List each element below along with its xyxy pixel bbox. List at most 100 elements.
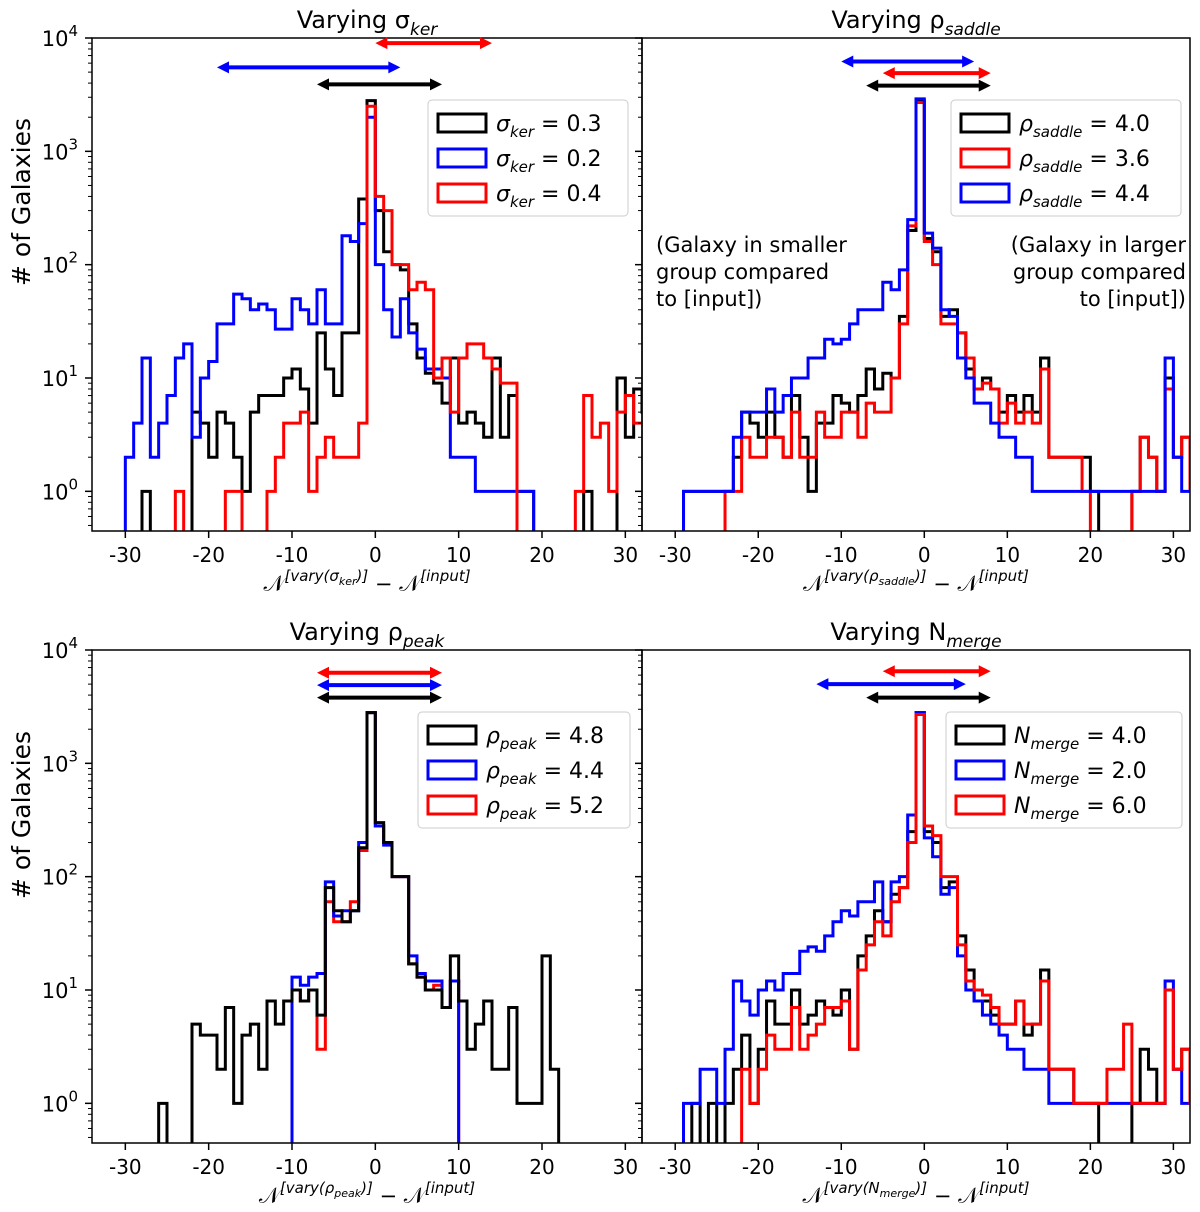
y-tick-base: 10 [42,140,69,164]
x-tick-label: -10 [825,1155,858,1179]
legend-swatch [959,147,1011,169]
panel-title-part: ρ [388,618,403,646]
x-tick-label: 30 [1161,543,1186,567]
range-arrow-head-right [978,67,991,80]
panel-title-part: saddle [945,20,1001,40]
legend-value: = 4.8 [537,724,604,749]
x-axis-label-part: peak [333,1187,361,1200]
legend-subscript: merge [1030,735,1079,753]
legend-swatch [954,724,1006,746]
legend-value: = 4.4 [537,759,604,784]
x-tick-label: 20 [529,1155,554,1179]
x-tick-label: -20 [192,543,225,567]
x-tick-label: -30 [659,1155,692,1179]
legend-value: = 0.4 [534,182,601,207]
range-arrow-head-left [866,79,879,92]
legend-value: = 2.0 [1079,759,1146,784]
x-tick-label: -30 [109,1155,142,1179]
legend-symbol: N [1014,724,1030,749]
y-tick-base: 10 [42,254,69,278]
x-axis-label-part: merge [880,1187,916,1200]
legend-subscript: peak [499,770,538,788]
legend-value: = 5.2 [537,794,604,819]
x-axis-label-part: 𝒩 [803,1184,827,1209]
x-axis-label-part: 𝒩 [958,1184,982,1209]
legend-swatch [954,759,1006,781]
range-arrow [816,678,966,691]
legend-subscript: saddle [1033,158,1082,176]
range-arrow-head-right [962,55,975,68]
range-arrow-head-right [978,691,991,704]
panel-title: Varying σker [297,6,439,40]
y-tick-base: 10 [42,752,69,776]
legend-swatch [436,112,488,134]
legend-label: σker = 0.2 [496,147,601,176]
legend-label: σker = 0.4 [496,182,601,211]
x-tick-label: 30 [613,1155,638,1179]
range-arrow [317,691,442,704]
x-tick-label: 0 [369,543,382,567]
legend-label: Nmerge = 4.0 [1014,724,1147,753]
annotation-text: to [input]) [1080,287,1186,311]
legend-label: σker = 0.3 [496,112,601,141]
range-arrow-head-left [882,665,895,678]
y-tick-label: 104 [42,634,78,663]
legend-box [427,99,629,217]
y-tick-base: 10 [42,27,69,51]
x-axis-label-part: 𝒩 [399,572,423,597]
range-arrow-head-left [317,691,329,704]
x-axis-label-part: 𝒩 [404,1184,428,1209]
x-tick-label: -20 [742,543,775,567]
x-axis-label-part: [vary(ρ [280,1179,335,1197]
panel-title: Varying ρpeak [290,618,446,652]
y-tick-exp: 1 [68,362,78,380]
range-arrow-head-right [430,691,442,704]
range-arrow-head-left [317,78,329,91]
x-tick-label: 10 [446,543,471,567]
legend-value: = 4.0 [1079,724,1146,749]
x-tick-label: 0 [918,1155,931,1179]
legend-subscript: ker [510,193,535,211]
x-axis-label-part: )] [914,567,927,585]
x-axis-label-part: )] [914,1179,927,1197]
y-tick-exp: 4 [68,634,78,652]
range-arrow-head-right [480,37,492,50]
legend-subscript: saddle [1033,123,1082,141]
range-arrow-head-right [430,679,442,692]
x-tick-label: -30 [109,543,142,567]
x-tick-label: -10 [276,543,309,567]
x-tick-label: -30 [659,543,692,567]
y-tick-base: 10 [42,367,69,391]
legend: σker = 0.3 σker = 0.2 σker = 0.4 [427,99,629,217]
range-arrow [375,37,492,50]
range-arrow-head-left [217,61,229,74]
legend-swatch [959,112,1011,134]
histogram-area [123,99,642,531]
y-tick-label: 100 [42,475,78,504]
legend-subscript: peak [499,805,538,823]
x-axis-label-part: − [927,1184,958,1208]
panel-title-part: merge [946,632,1001,652]
y-tick-base: 10 [42,639,69,663]
x-tick-label: 20 [1078,1155,1103,1179]
annotation-text: group compared [1013,260,1186,284]
legend-value: = 6.0 [1079,794,1146,819]
legend-swatch [959,182,1011,204]
y-tick-base: 10 [42,866,69,890]
y-tick-exp: 1 [68,974,78,992]
x-tick-label: 0 [918,543,931,567]
range-arrow-head-right [978,79,991,92]
range-arrow [317,666,442,679]
x-tick-label: 10 [446,1155,471,1179]
x-axis-label: 𝒩[vary(ρsaddle)] − 𝒩[input] [803,567,1029,597]
y-tick-base: 10 [42,480,69,504]
x-axis-label-part: [vary(ρ [824,567,879,585]
x-axis-label: 𝒩[vary(ρpeak)] − 𝒩[input] [259,1179,475,1209]
y-tick-label: 103 [42,135,78,164]
y-tick-exp: 4 [68,22,78,40]
x-tick-label: 10 [995,543,1020,567]
legend-label: ρsaddle = 4.4 [1019,182,1150,211]
